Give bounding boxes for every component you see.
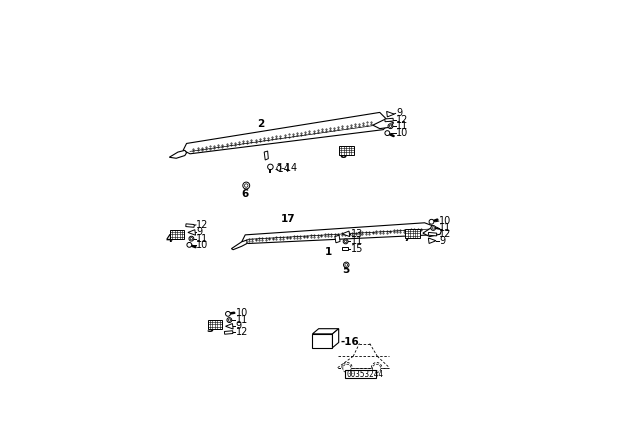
Circle shape (432, 227, 435, 229)
Polygon shape (312, 334, 333, 348)
Text: 4: 4 (166, 234, 173, 244)
Polygon shape (342, 247, 348, 250)
Text: 11: 11 (196, 234, 209, 244)
Polygon shape (423, 228, 442, 237)
Bar (207, 320, 222, 329)
Text: 12: 12 (396, 115, 409, 125)
Polygon shape (428, 238, 436, 244)
Text: 11: 11 (236, 315, 248, 325)
Polygon shape (387, 112, 394, 117)
Polygon shape (225, 323, 233, 329)
Circle shape (268, 164, 273, 170)
Circle shape (244, 184, 248, 187)
Circle shape (189, 236, 194, 241)
Text: 10: 10 (196, 240, 209, 250)
Text: 9: 9 (236, 321, 242, 331)
Text: 12: 12 (196, 220, 209, 229)
Text: 8: 8 (339, 150, 347, 160)
Circle shape (227, 318, 232, 323)
Circle shape (385, 131, 390, 135)
Circle shape (344, 262, 349, 267)
Circle shape (228, 319, 230, 321)
Text: 12: 12 (440, 229, 452, 239)
Circle shape (372, 364, 381, 372)
Circle shape (343, 364, 351, 372)
Text: 11: 11 (351, 237, 363, 246)
Text: 10: 10 (396, 128, 408, 138)
Text: 3: 3 (206, 324, 214, 334)
Text: 11: 11 (396, 121, 408, 131)
Text: 13: 13 (351, 229, 363, 239)
Circle shape (343, 239, 348, 244)
Text: -16: -16 (340, 337, 359, 347)
Text: 7: 7 (403, 233, 411, 243)
Text: 2: 2 (257, 120, 264, 129)
Text: -14: -14 (274, 164, 290, 174)
Circle shape (429, 220, 434, 224)
Text: 17: 17 (280, 214, 295, 224)
Text: 10: 10 (440, 216, 452, 226)
Polygon shape (225, 331, 233, 334)
Polygon shape (342, 231, 349, 237)
Text: 12: 12 (236, 327, 248, 337)
Circle shape (389, 125, 392, 127)
Text: 00353244: 00353244 (347, 370, 383, 379)
Polygon shape (188, 230, 196, 235)
Polygon shape (264, 151, 268, 160)
Text: 1: 1 (324, 247, 332, 257)
Circle shape (431, 225, 436, 230)
Polygon shape (242, 223, 438, 244)
Bar (405, 229, 420, 238)
Circle shape (190, 237, 193, 240)
Bar (339, 146, 353, 155)
Polygon shape (335, 235, 340, 243)
Circle shape (243, 182, 250, 189)
Text: 10: 10 (236, 308, 248, 318)
Polygon shape (232, 240, 247, 250)
Polygon shape (170, 151, 187, 158)
Circle shape (388, 124, 393, 129)
Text: 9: 9 (396, 108, 403, 118)
Polygon shape (385, 118, 394, 122)
Bar (170, 230, 184, 239)
Text: 5: 5 (342, 265, 349, 276)
Text: 6: 6 (241, 189, 248, 199)
Circle shape (344, 240, 347, 243)
Bar (345, 370, 376, 378)
Text: 9: 9 (196, 228, 202, 237)
Polygon shape (183, 112, 390, 154)
Text: 9: 9 (440, 236, 445, 246)
Polygon shape (312, 329, 339, 334)
Polygon shape (186, 224, 195, 227)
Polygon shape (428, 233, 436, 236)
Polygon shape (333, 329, 339, 348)
Circle shape (345, 263, 348, 266)
Text: 15: 15 (351, 244, 363, 254)
Polygon shape (373, 119, 394, 129)
Circle shape (225, 311, 230, 316)
Text: $\delta$-14: $\delta$-14 (275, 161, 298, 173)
Text: 11: 11 (440, 223, 452, 233)
Circle shape (187, 242, 192, 247)
